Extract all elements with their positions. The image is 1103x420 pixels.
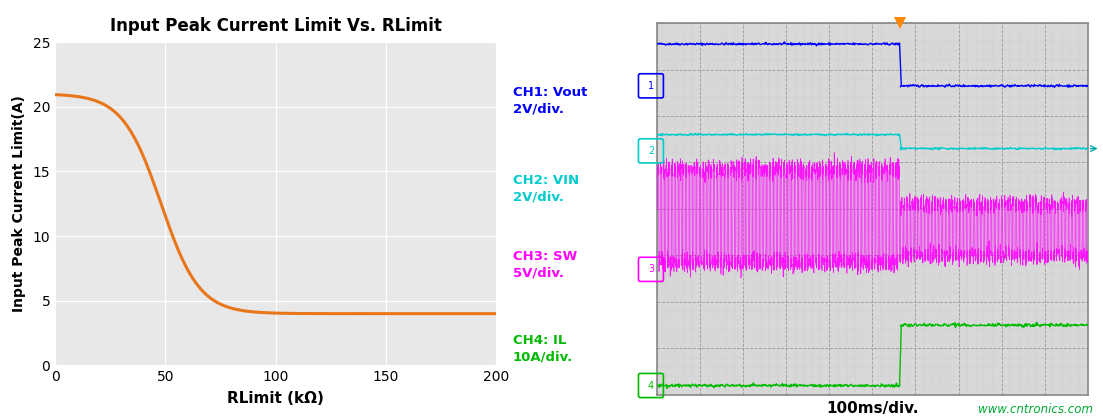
Text: CH3: SW
5V/div.: CH3: SW 5V/div. xyxy=(513,250,577,279)
Text: CH4: IL
10A/div.: CH4: IL 10A/div. xyxy=(513,334,574,363)
Text: CH2: VIN
2V/div.: CH2: VIN 2V/div. xyxy=(513,174,579,204)
Text: 1: 1 xyxy=(647,81,654,91)
Text: 3: 3 xyxy=(647,264,654,274)
Text: 4: 4 xyxy=(647,381,654,391)
Text: CH1: Vout
2V/div.: CH1: Vout 2V/div. xyxy=(513,86,587,116)
Text: www.cntronics.com: www.cntronics.com xyxy=(978,403,1093,416)
Text: 2: 2 xyxy=(647,146,654,156)
Text: 100ms/div.: 100ms/div. xyxy=(826,401,919,416)
X-axis label: RLimit (kΩ): RLimit (kΩ) xyxy=(227,391,324,406)
Y-axis label: Input Peak Current Limit(A): Input Peak Current Limit(A) xyxy=(12,95,25,312)
Title: Input Peak Current Limit Vs. RLimit: Input Peak Current Limit Vs. RLimit xyxy=(110,17,441,35)
